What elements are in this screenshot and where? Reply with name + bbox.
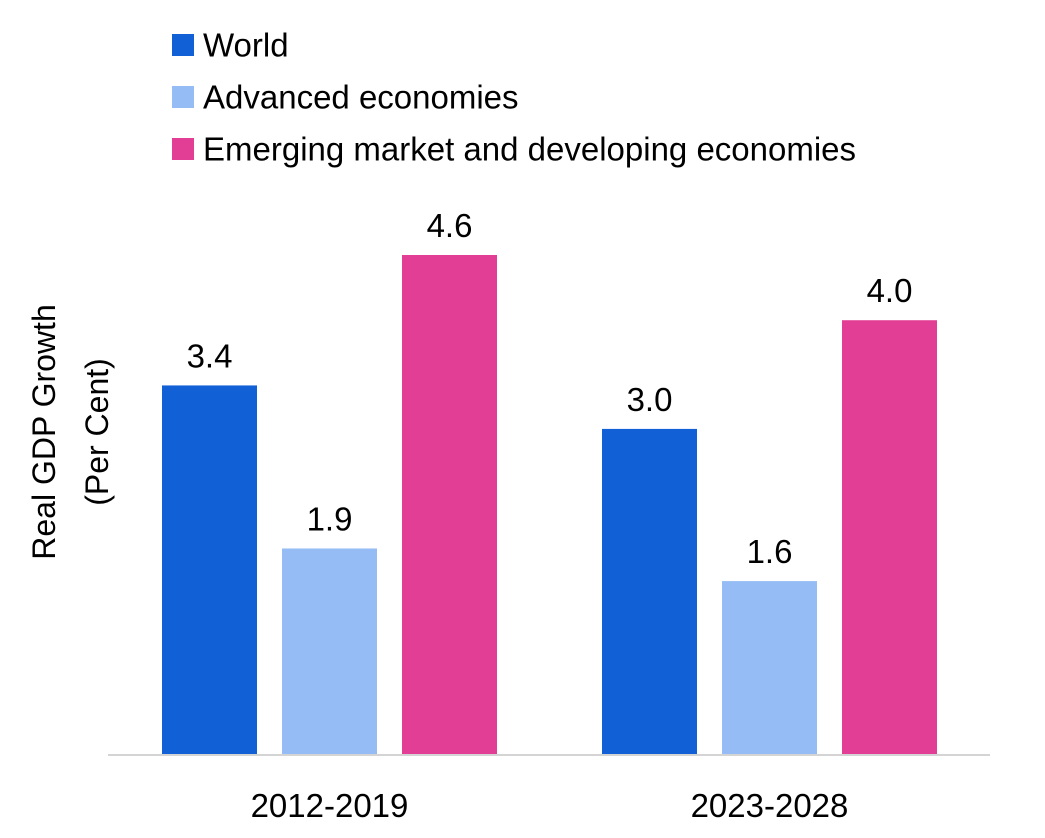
legend-swatch-1 [172, 34, 194, 56]
x-tick-label-1: 2012-2019 [251, 787, 409, 824]
legend-swatch-2 [172, 86, 194, 108]
value-label-2-2: 1.6 [747, 533, 793, 570]
value-label-2-3: 4.0 [867, 272, 913, 309]
bar-2-1 [602, 428, 697, 755]
value-label-1-1: 3.4 [187, 337, 233, 374]
value-labels: 3.4 1.9 4.6 3.0 1.6 4.0 [187, 207, 913, 570]
x-tick-label-2: 2023-2028 [691, 787, 849, 824]
legend-label-3: Emerging market and developing economies [203, 131, 856, 168]
y-axis-label-line-1: Real GDP Growth [26, 304, 62, 560]
bars [162, 255, 937, 755]
bar-1-3 [402, 255, 497, 755]
y-axis-label: Real GDP Growth (Per Cent) [26, 304, 115, 560]
legend-swatch-3 [172, 138, 194, 160]
legend-label-1: World [203, 27, 289, 64]
legend: World Advanced economies Emerging market a… [172, 27, 856, 168]
value-label-1-3: 4.6 [427, 207, 473, 244]
bar-1-1 [162, 385, 257, 755]
value-label-1-2: 1.9 [307, 500, 353, 537]
legend-label-2: Advanced economies [203, 79, 519, 116]
value-label-2-1: 3.0 [627, 381, 673, 418]
bar-2-3 [842, 320, 937, 755]
y-axis-label-line-2: (Per Cent) [79, 358, 115, 506]
bar-1-2 [282, 548, 377, 755]
bar-2-2 [722, 581, 817, 755]
x-axis-tick-labels: 2012-2019 2023-2028 [251, 787, 849, 824]
